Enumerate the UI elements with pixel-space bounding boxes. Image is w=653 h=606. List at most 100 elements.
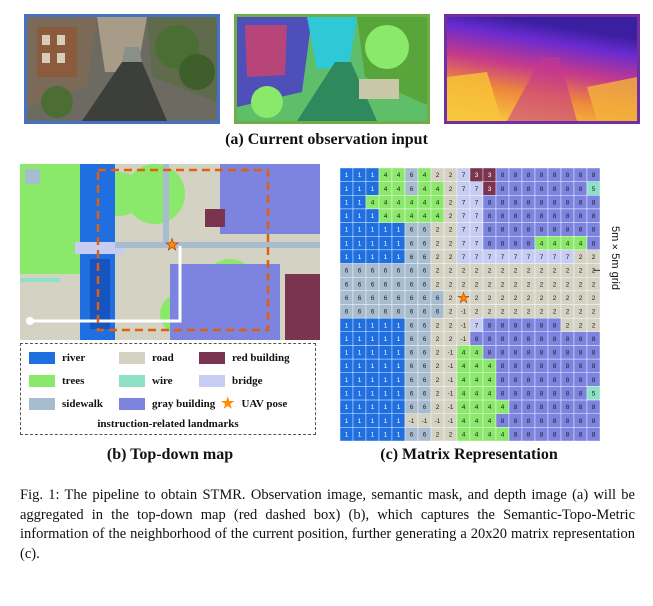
matrix-cell-value: 1 xyxy=(371,240,375,247)
matrix-cell-value: 6 xyxy=(423,350,427,357)
matrix-cell-value: 7 xyxy=(462,213,466,220)
matrix-cell-value: 6 xyxy=(358,309,362,316)
matrix-cell-value: 8 xyxy=(501,363,505,370)
matrix-cell-value: 1 xyxy=(345,172,349,179)
matrix-cell-value: 8 xyxy=(566,336,570,343)
matrix-cell-value: 2 xyxy=(540,281,544,288)
panel-b-caption: (b) Top-down map xyxy=(106,446,234,463)
matrix-cell xyxy=(586,427,600,441)
matrix-cell-value: 8 xyxy=(592,431,596,438)
matrix-cell-value: 8 xyxy=(553,213,557,220)
matrix-cell-value: 2 xyxy=(436,172,440,179)
semantic-mask-image xyxy=(234,14,430,124)
matrix-cell-value: 2 xyxy=(579,295,583,302)
matrix-cell-value: 2 xyxy=(436,404,440,411)
matrix-cell-value: 6 xyxy=(410,336,414,343)
matrix-cell-value: 2 xyxy=(449,322,453,329)
matrix-cell-value: 6 xyxy=(397,268,401,275)
matrix-cell-value: 6 xyxy=(410,172,414,179)
matrix-cell-value: 2 xyxy=(462,295,466,302)
matrix-cell-value: 8 xyxy=(592,336,596,343)
matrix-cell-value: 3 xyxy=(488,172,492,179)
matrix-cell-value: 6 xyxy=(384,268,388,275)
matrix-cell-value: 1 xyxy=(371,350,375,357)
matrix-cell-value: -1 xyxy=(461,322,467,329)
matrix-cell-value: 1 xyxy=(371,363,375,370)
matrix-cell-value: 8 xyxy=(527,404,531,411)
matrix-cell-value: -1 xyxy=(422,418,428,425)
matrix-cell-value: 2 xyxy=(488,268,492,275)
matrix-cell-value: 4 xyxy=(397,213,401,220)
matrix-cell-value: 7 xyxy=(475,227,479,234)
matrix-cell-value: 8 xyxy=(540,350,544,357)
matrix-cell-value: 2 xyxy=(566,281,570,288)
matrix-cell-value: 2 xyxy=(436,350,440,357)
matrix-cell-value: 4 xyxy=(488,377,492,384)
matrix-cell-value: 1 xyxy=(397,336,401,343)
matrix-cell-value: 8 xyxy=(527,186,531,193)
uav-start-marker xyxy=(26,317,34,325)
matrix-cell-value: 2 xyxy=(436,431,440,438)
matrix-cell-value: 4 xyxy=(462,418,466,425)
matrix-cell-value: 2 xyxy=(488,281,492,288)
matrix-cell-value: 8 xyxy=(553,186,557,193)
legend-item-trees: trees xyxy=(29,375,84,387)
star-icon: ★ xyxy=(221,396,235,412)
matrix-cell-value: 2 xyxy=(436,281,440,288)
matrix-cell-value: 2 xyxy=(449,227,453,234)
matrix-cell-value: 1 xyxy=(397,363,401,370)
matrix-cell-value: 8 xyxy=(514,240,518,247)
matrix-cell-value: 8 xyxy=(566,199,570,206)
matrix-cell-value: 8 xyxy=(579,363,583,370)
matrix-cell-value: 2 xyxy=(566,309,570,316)
matrix-cell-value: 6 xyxy=(423,431,427,438)
matrix-cell-value: 6 xyxy=(345,309,349,316)
matrix-cell-value: 8 xyxy=(566,186,570,193)
uav-path xyxy=(30,246,182,323)
matrix-cell-value: 8 xyxy=(501,227,505,234)
matrix-cell-value: 7 xyxy=(514,254,518,261)
matrix-cell-value: 1 xyxy=(384,350,388,357)
matrix-cell-value: 1 xyxy=(371,431,375,438)
matrix-cell-value: 6 xyxy=(345,281,349,288)
sidewalk-swatch xyxy=(29,398,55,410)
wire-swatch xyxy=(119,375,145,387)
matrix-cell-value: 1 xyxy=(358,350,362,357)
matrix-cell-value: 6 xyxy=(423,227,427,234)
matrix-cell-value: 2 xyxy=(436,377,440,384)
matrix-cell-value: 2 xyxy=(475,281,479,288)
matrix-cell-value: 8 xyxy=(579,404,583,411)
matrix-cell-value: 8 xyxy=(514,391,518,398)
matrix-cell-value: 8 xyxy=(488,350,492,357)
matrix-cell-value: -1 xyxy=(448,377,454,384)
matrix-cell-value: 6 xyxy=(384,281,388,288)
matrix-cell-value: 8 xyxy=(566,227,570,234)
matrix-cell-value: 2 xyxy=(449,186,453,193)
matrix-cell-value: 2 xyxy=(527,268,531,275)
matrix-cell-value: 1 xyxy=(384,227,388,234)
bridge-area xyxy=(75,242,125,254)
red-building-swatch xyxy=(199,352,225,364)
matrix-cell-value: 8 xyxy=(592,240,596,247)
matrix-cell-value: 2 xyxy=(592,309,596,316)
matrix-cell-value: 1 xyxy=(358,404,362,411)
matrix-cell-value: 8 xyxy=(501,336,505,343)
legend-item-sidewalk: sidewalk xyxy=(29,398,103,410)
matrix-cell-value: 2 xyxy=(553,281,557,288)
matrix-cell-value: 1 xyxy=(358,391,362,398)
matrix-cell-value: 4 xyxy=(488,418,492,425)
matrix-cell-value: 6 xyxy=(397,281,401,288)
matrix-cell-value: 6 xyxy=(384,309,388,316)
matrix-cell-value: 6 xyxy=(358,281,362,288)
matrix-cell-value: 2 xyxy=(449,213,453,220)
matrix-cell-value: 8 xyxy=(566,363,570,370)
matrix-cell-value: 8 xyxy=(566,350,570,357)
matrix-cell-value: 1 xyxy=(397,322,401,329)
matrix-cell-value: 6 xyxy=(358,268,362,275)
matrix-cell-value: 2 xyxy=(540,309,544,316)
matrix-cell-value: 2 xyxy=(449,336,453,343)
matrix-cell-value: 8 xyxy=(592,404,596,411)
matrix-cell-value: 1 xyxy=(371,322,375,329)
matrix-cell-value: 2 xyxy=(566,268,570,275)
matrix-cell-value: 6 xyxy=(423,268,427,275)
